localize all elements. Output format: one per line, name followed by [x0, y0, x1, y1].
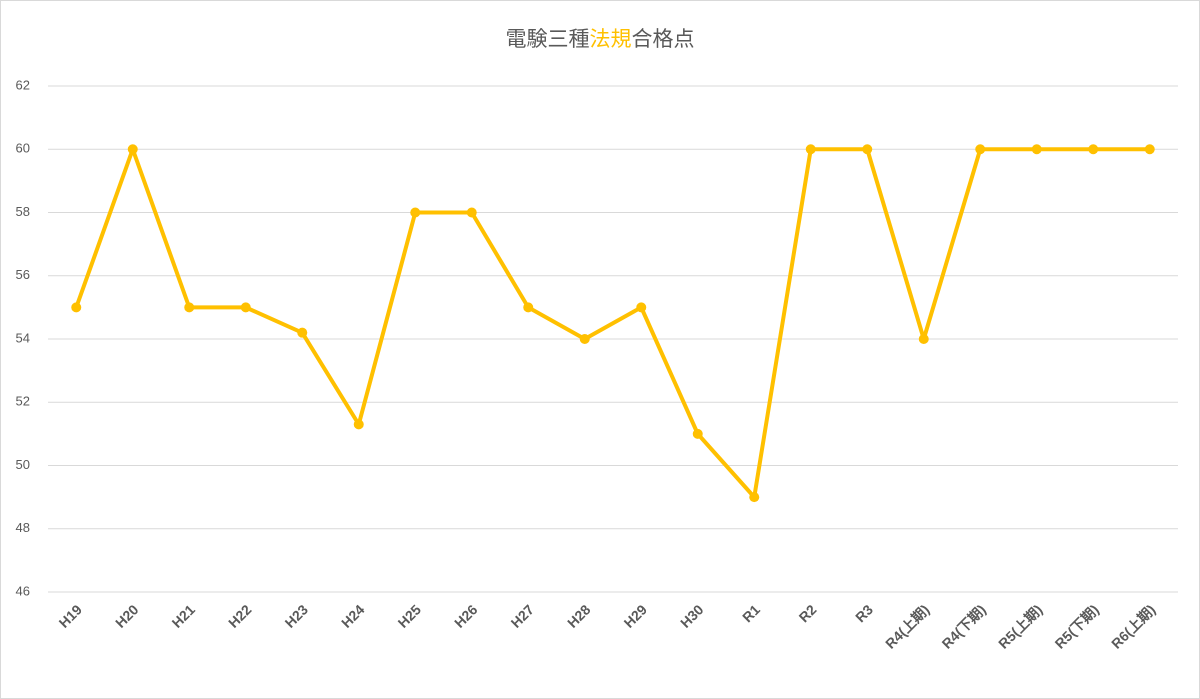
y-tick-label: 58 — [16, 204, 30, 219]
data-point — [862, 144, 873, 155]
data-point — [466, 207, 477, 218]
data-point — [805, 144, 816, 155]
data-line — [74, 147, 1150, 500]
data-point — [184, 302, 195, 313]
data-point — [410, 207, 421, 218]
y-tick-label: 60 — [16, 141, 30, 156]
data-point — [579, 334, 590, 344]
y-tick-label: 48 — [16, 520, 30, 535]
y-tick-label: 50 — [16, 457, 30, 472]
data-point — [918, 334, 929, 344]
chart-title: 電験三種法規合格点 — [506, 27, 695, 51]
title-segment: 合格点 — [632, 27, 695, 51]
y-tick-label: 52 — [16, 394, 30, 409]
title-segment: 電験三種 — [506, 27, 590, 51]
title-segment: 法規 — [590, 27, 632, 51]
data-point — [1088, 144, 1099, 155]
y-tick-label: 54 — [16, 330, 30, 345]
data-point — [975, 144, 986, 155]
data-point — [1031, 144, 1042, 155]
data-point — [353, 419, 364, 430]
data-point — [523, 302, 534, 313]
data-point — [127, 144, 138, 155]
data-point — [240, 302, 251, 313]
data-point — [636, 302, 647, 313]
data-point — [71, 302, 82, 313]
data-point — [749, 492, 760, 503]
data-point — [297, 327, 308, 338]
data-point — [692, 428, 703, 439]
y-tick-label: 56 — [16, 267, 30, 282]
y-tick-label: 46 — [16, 583, 30, 598]
data-point — [1144, 144, 1155, 155]
y-tick-label: 62 — [16, 77, 30, 92]
